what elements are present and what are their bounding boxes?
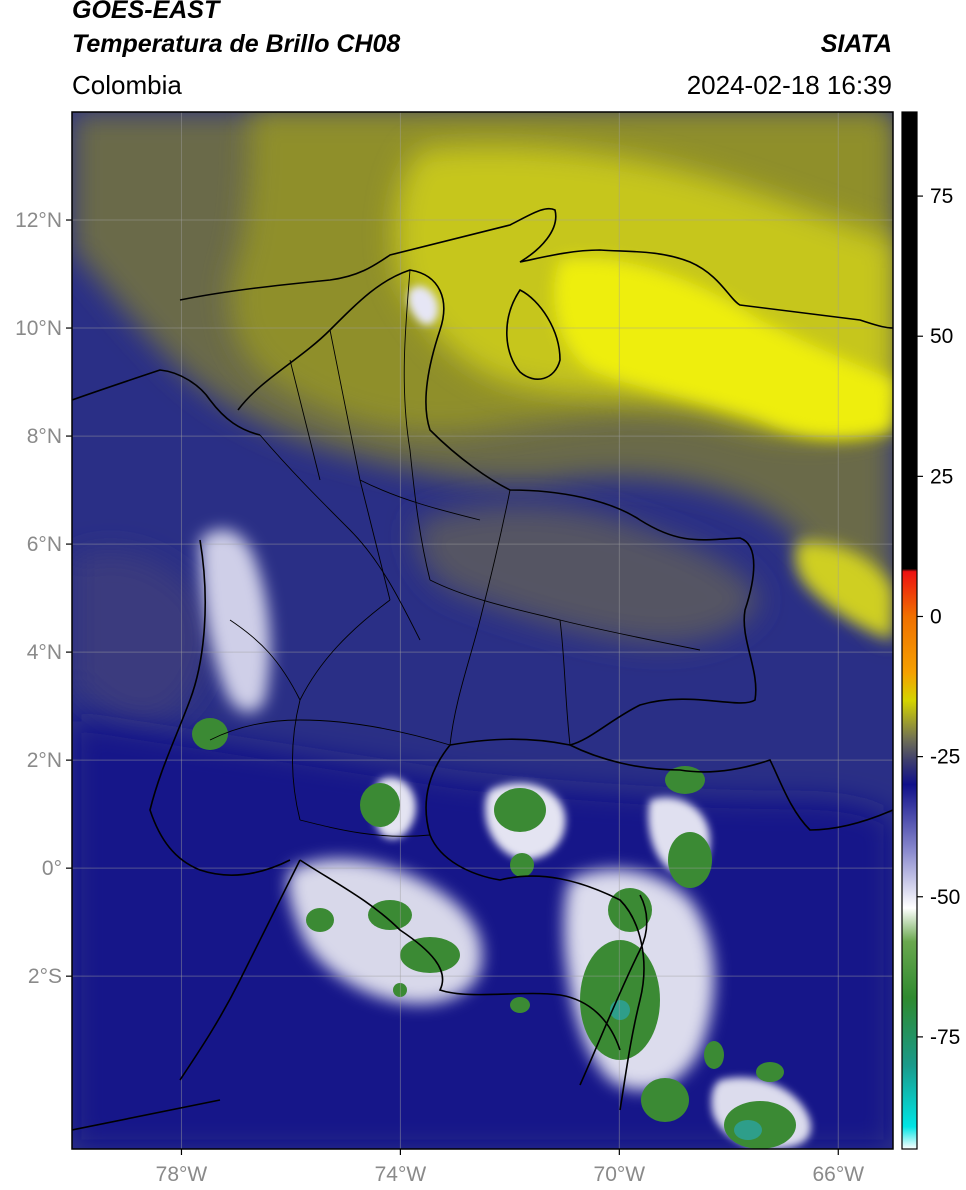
lat-tick-label: 10°N (15, 317, 62, 340)
colorbar-gradient (902, 112, 917, 1149)
region-label: Colombia (72, 70, 182, 100)
lon-tick-label: 78°W (156, 1163, 208, 1186)
country-borders (72, 207, 893, 1131)
colorbar-tick-label: 25 (930, 465, 953, 488)
lat-tick-label: 2°S (28, 965, 62, 988)
pacific-coast (149, 539, 291, 876)
longitude-ticks: 78°W 74°W 70°W 66°W (156, 1149, 864, 1186)
lat-tick-label: 8°N (27, 425, 62, 448)
cold-cloud-tops (192, 718, 796, 1149)
colorbar-tick-label: -50 (930, 886, 960, 909)
graticule (72, 112, 893, 1149)
panama-coast (72, 369, 261, 436)
lon-tick-label: 70°W (594, 1163, 646, 1186)
lat-tick-label: 0° (42, 857, 62, 880)
maracaibo-lake (506, 288, 561, 380)
lat-tick-label: 6°N (27, 533, 62, 556)
map-frame (71, 111, 894, 1150)
lat-tick-label: 2°N (27, 749, 62, 772)
lon-tick-label: 66°W (812, 1163, 864, 1186)
lat-tick-label: 4°N (27, 641, 62, 664)
internal-borders (209, 269, 701, 837)
peru-border (179, 859, 301, 1081)
ecuador-border (299, 859, 621, 1051)
colorbar-ticks: 75 50 25 0 -25 -50 -75 (917, 185, 960, 1049)
colorbar-tick-label: 50 (930, 325, 953, 348)
colorbar-tick-label: 75 (930, 185, 953, 208)
amazon-trapezium (579, 894, 648, 1086)
source-label: SIATA (820, 30, 892, 58)
colorbar: 75 50 25 0 -25 -50 -75 (901, 111, 960, 1150)
colorbar-tick-label: -25 (930, 746, 960, 769)
product-title: Temperatura de Brillo CH08 (72, 30, 401, 58)
caribbean-coastline (179, 207, 893, 329)
colorbar-tick-label: -75 (930, 1026, 960, 1049)
colombia-border (237, 269, 757, 1111)
lon-tick-label: 74°W (375, 1163, 427, 1186)
satellite-title: GOES-EAST (72, 0, 220, 24)
colorbar-tick-label: 0 (930, 605, 942, 628)
timestamp-label: 2024-02-18 16:39 (686, 70, 892, 100)
latitude-ticks: 12°N 10°N 8°N 6°N 4°N 2°N 0° 2°S (15, 209, 72, 988)
venezuela-brazil-border (569, 744, 893, 831)
colorbar-frame (901, 111, 918, 1150)
lat-tick-label: 12°N (15, 209, 62, 232)
brightness-temperature-field (72, 112, 893, 1149)
